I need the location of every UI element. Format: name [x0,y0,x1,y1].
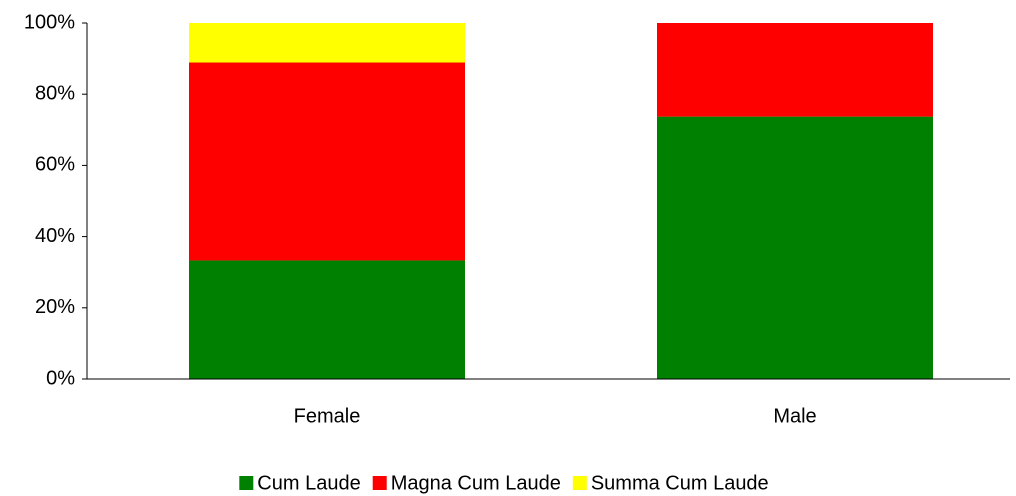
legend-label: Summa Cum Laude [591,472,769,494]
y-tick-label: 20% [35,296,75,318]
bar-segment [189,23,465,63]
y-tick-label: 60% [35,154,75,176]
bar-segment [189,62,465,261]
y-tick-label: 40% [35,225,75,247]
bar-segment [189,260,465,379]
x-tick-label: Male [773,405,816,427]
bar-segment [657,23,933,117]
legend-label: Magna Cum Laude [391,472,561,494]
legend-label: Cum Laude [257,472,360,494]
legend: Cum Laude Magna Cum Laude Summa Cum Laude [239,472,769,494]
y-tick-label: 80% [35,82,75,104]
y-tick-label: 0% [46,367,75,389]
legend-swatch [572,476,587,490]
legend-swatch [239,476,254,490]
y-tick-label: 100% [24,11,75,33]
legend-swatch [372,476,387,490]
x-tick-label: Female [294,405,361,427]
bar-segment [657,116,933,380]
